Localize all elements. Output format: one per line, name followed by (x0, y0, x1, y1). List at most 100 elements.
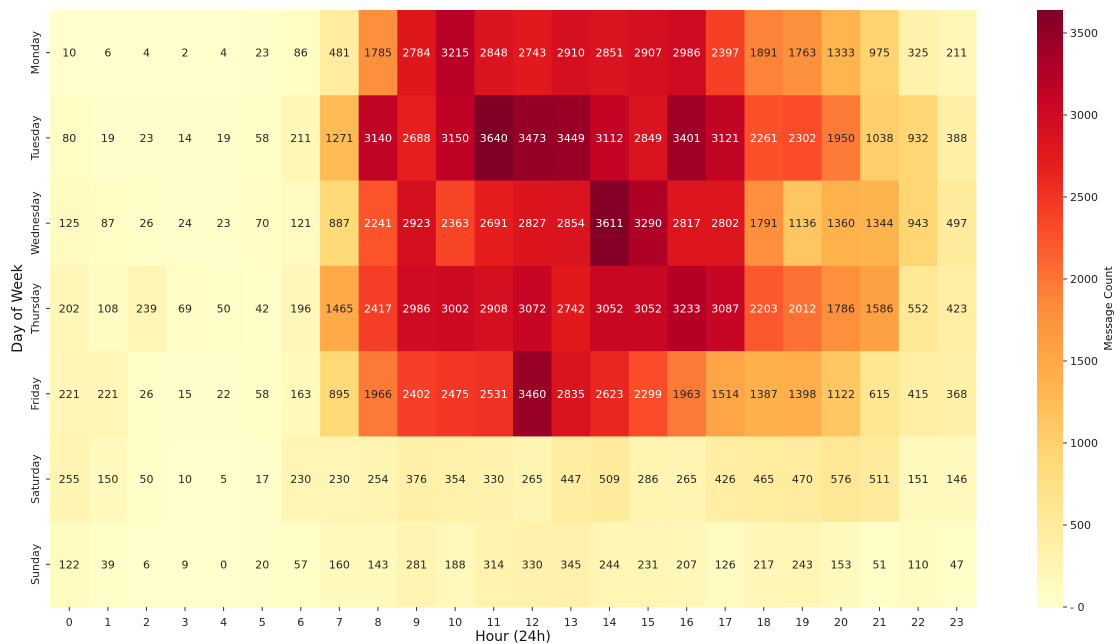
cell-value-label: 196 (290, 303, 311, 316)
heatmap-cell (937, 180, 977, 267)
cell-value-label: 2012 (788, 303, 816, 316)
heatmap-cell (127, 10, 167, 96)
x-tick-label: 22 (911, 616, 925, 629)
cell-value-label: 10 (62, 47, 76, 60)
cell-value-label: 2986 (403, 303, 431, 316)
cell-value-label: 2203 (750, 303, 778, 316)
cell-value-label: 23 (217, 217, 231, 230)
heatmap-cell (821, 95, 861, 182)
cell-value-label: 345 (560, 558, 581, 571)
heatmap-cell (281, 10, 321, 96)
cell-value-label: 2302 (788, 132, 816, 145)
heatmap-cell (898, 351, 938, 437)
cell-value-label: 2623 (595, 388, 623, 401)
heatmap-cell (281, 180, 321, 267)
x-tick-label: 1 (104, 616, 111, 629)
cell-value-label: 3401 (673, 132, 701, 145)
heatmap-cell (358, 10, 398, 96)
heatmap-cell (513, 265, 553, 352)
heatmap-cell (50, 521, 90, 608)
colorbar-label: Message Count (1102, 266, 1115, 351)
x-tick-label: 11 (487, 616, 501, 629)
cell-value-label: 2817 (673, 217, 701, 230)
heatmap-cell (435, 351, 475, 437)
x-tick-label: 10 (448, 616, 462, 629)
x-axis-label: Hour (24h) (475, 629, 551, 644)
cell-value-label: 2241 (364, 217, 392, 230)
cell-value-label: 51 (873, 558, 887, 571)
cell-value-label: 2784 (403, 47, 431, 60)
cell-value-label: 2531 (480, 388, 508, 401)
heatmap-cell (320, 10, 360, 96)
cell-value-label: 3233 (673, 303, 701, 316)
heatmap-cell (435, 265, 475, 352)
heatmap-cell (821, 265, 861, 352)
heatmap-cell (165, 265, 205, 352)
y-tick-label: Monday (29, 30, 42, 74)
cell-value-label: 1763 (788, 47, 816, 60)
cell-value-label: 1963 (673, 388, 701, 401)
cell-value-label: 552 (908, 303, 929, 316)
colorbar-tick-label: - 0 (1070, 601, 1084, 614)
cell-value-label: 22 (217, 388, 231, 401)
colorbar (1037, 10, 1063, 607)
cell-value-label: 3121 (711, 132, 739, 145)
cell-value-label: 108 (97, 303, 118, 316)
heatmap-cell (397, 180, 437, 267)
heatmap-cell (513, 95, 553, 182)
cell-value-label: 286 (638, 473, 659, 486)
cell-value-label: 2851 (595, 47, 623, 60)
heatmap-cell (860, 180, 900, 267)
heatmap-cell (242, 95, 282, 182)
cell-value-label: 2299 (634, 388, 662, 401)
cell-value-label: 26 (139, 217, 153, 230)
heatmap-cell (127, 180, 167, 267)
cell-value-label: 239 (136, 303, 157, 316)
heatmap-cell (242, 180, 282, 267)
cell-value-label: 1950 (827, 132, 855, 145)
cell-value-label: 3611 (595, 217, 623, 230)
cell-value-label: 39 (101, 558, 115, 571)
cell-value-label: 254 (367, 473, 388, 486)
heatmap-cell (242, 10, 282, 96)
heatmap-cell (204, 521, 244, 608)
cell-value-label: 354 (445, 473, 466, 486)
cell-value-label: 23 (255, 47, 269, 60)
cell-value-label: 481 (329, 47, 350, 60)
cell-value-label: 330 (483, 473, 504, 486)
heatmap-cell (628, 95, 668, 182)
x-tick-label: 12 (525, 616, 539, 629)
heatmap-cell (242, 436, 282, 523)
cell-value-label: 1891 (750, 47, 778, 60)
x-tick-label: 19 (795, 616, 809, 629)
heatmap-cell (50, 10, 90, 96)
heatmap-cell (204, 180, 244, 267)
cell-value-label: 1333 (827, 47, 855, 60)
x-axis-ticks: 0 1 2 3 4 5 6 7 8 9 10 11 12 13 14 15 16 17 18 19 20 21 22 23 (66, 607, 964, 629)
cell-value-label: 2910 (557, 47, 585, 60)
cell-value-label: 50 (217, 303, 231, 316)
cell-value-label: 281 (406, 558, 427, 571)
heatmap-cell (281, 351, 321, 437)
cell-value-label: 87 (101, 217, 115, 230)
cell-value-label: 2402 (403, 388, 431, 401)
heatmap-cell (937, 521, 977, 608)
heatmap-cell (165, 10, 205, 96)
heatmap-cell (281, 95, 321, 182)
heatmap-cell (358, 95, 398, 182)
cell-value-label: 576 (830, 473, 851, 486)
heatmap-cell (397, 265, 437, 352)
cell-value-label: 3473 (518, 132, 546, 145)
cell-value-label: 1786 (827, 303, 855, 316)
cell-value-label: 2848 (480, 47, 508, 60)
cell-value-label: 426 (715, 473, 736, 486)
heatmap-cell (88, 436, 128, 523)
heatmap-cell (898, 10, 938, 96)
heatmap-cell (204, 95, 244, 182)
heatmap-cell (551, 95, 591, 182)
colorbar-tick-label: 1000 (1070, 437, 1098, 450)
heatmap-cell (242, 521, 282, 608)
heatmap-cell (358, 265, 398, 352)
heatmap-cell (705, 436, 745, 523)
x-tick-label: 13 (564, 616, 578, 629)
